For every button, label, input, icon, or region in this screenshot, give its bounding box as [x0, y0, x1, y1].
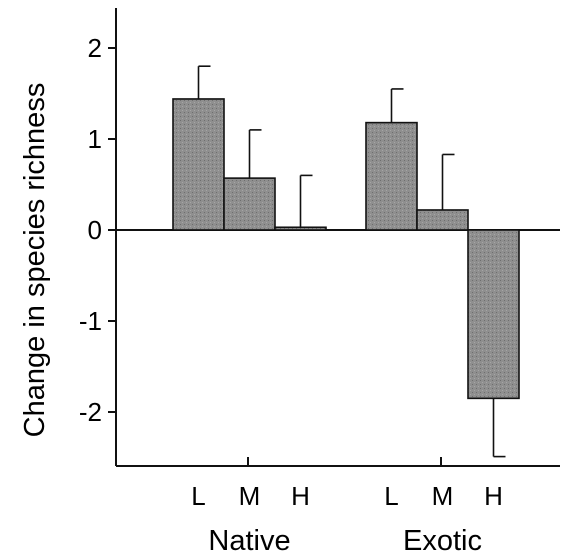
bar-exotic-h [467, 229, 520, 400]
x-category-label: H [484, 481, 503, 511]
bar-native-h [274, 226, 327, 231]
bar-exotic-l [365, 121, 418, 231]
x-category-label: M [432, 481, 454, 511]
x-category-label: H [291, 481, 310, 511]
y-axis-title: Change in species richness [19, 83, 51, 438]
x-group-label: Native [208, 525, 290, 557]
y-tick-label: 1 [88, 124, 102, 154]
bar-native-m [223, 177, 276, 231]
y-tick-label: 2 [88, 33, 102, 63]
bar-native-l [172, 98, 225, 231]
x-category-label: M [239, 481, 261, 511]
y-tick-label: -2 [79, 397, 102, 427]
y-tick-label: 0 [88, 215, 102, 245]
bars [172, 65, 520, 458]
x-category-label: L [384, 481, 398, 511]
x-category-label: L [191, 481, 205, 511]
bar-exotic-m [416, 209, 469, 231]
x-group-label: Exotic [403, 525, 482, 557]
y-tick-label: -1 [79, 306, 102, 336]
